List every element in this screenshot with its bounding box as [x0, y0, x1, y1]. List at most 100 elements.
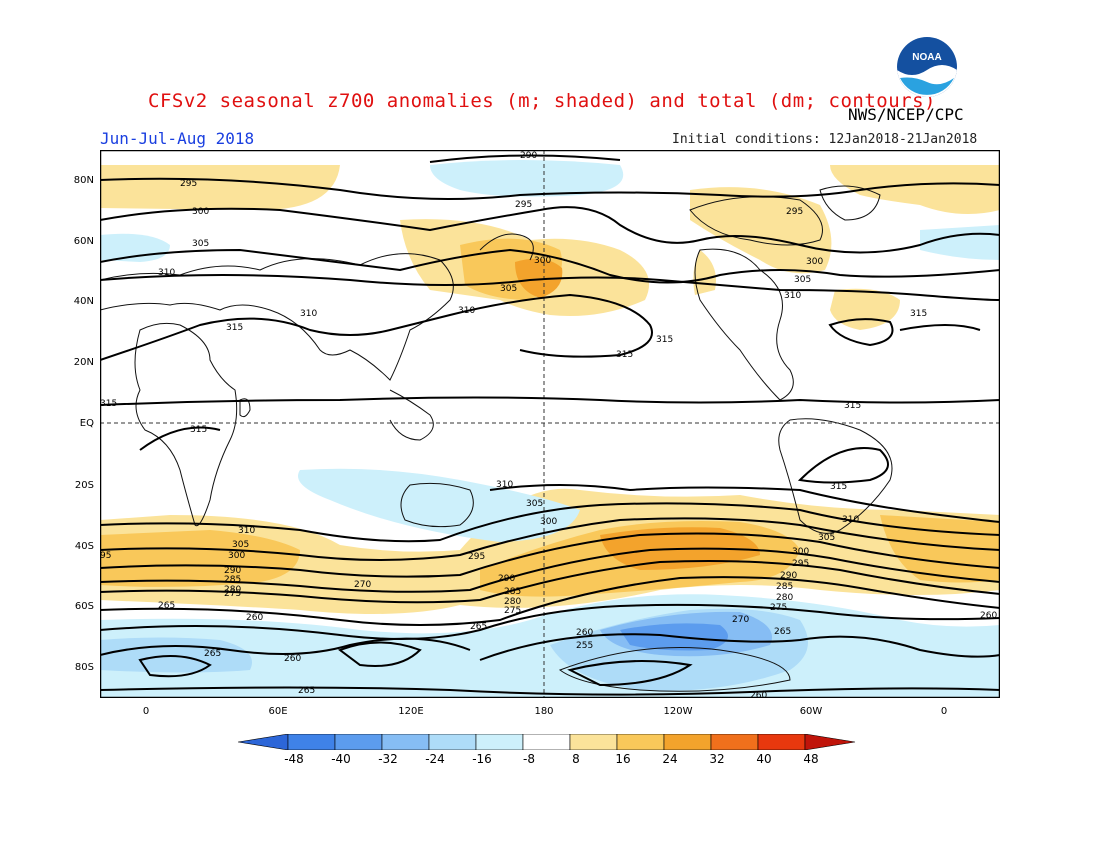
colorbar-tick: -40 — [331, 752, 351, 766]
contour-label: 305 — [192, 239, 209, 249]
contour-label: 260 — [750, 691, 767, 698]
contour-label: 310 — [158, 268, 175, 278]
contour-label: 305 — [526, 499, 543, 509]
contour-labels: 290 295 295 295 300 300 300 305 305 305 … — [100, 151, 997, 698]
contour-label: 290 — [498, 574, 515, 584]
contour-label: 300 — [792, 547, 809, 557]
colorbar-tick: -32 — [378, 752, 398, 766]
contour-label: 255 — [576, 641, 593, 651]
contour-label: 315 — [616, 350, 633, 360]
contour-label: 300 — [806, 257, 823, 267]
contour-label: 275 — [504, 606, 521, 616]
contour-label: 310 — [238, 526, 255, 536]
lat-label: 20S — [74, 480, 94, 491]
contour-label: 290 — [780, 571, 797, 581]
contour-label: 260 — [576, 628, 593, 638]
contour-label: 315 — [226, 323, 243, 333]
lat-label: 60S — [74, 601, 94, 612]
contour-label: 295 — [180, 179, 197, 189]
contour-label: 310 — [458, 306, 475, 316]
contour-label: 315 — [830, 482, 847, 492]
map-frame — [100, 150, 1000, 698]
contour-label: 265 — [774, 627, 791, 637]
contour-label: 270 — [732, 615, 749, 625]
anomaly-shading — [100, 160, 1000, 698]
lat-label: 80N — [73, 175, 94, 186]
contour-label: 295 — [515, 200, 532, 210]
lon-label: 0 — [142, 706, 150, 717]
colorbar-tick: 24 — [662, 752, 678, 766]
contour-label: 300 — [540, 517, 557, 527]
contour-label: 280 — [504, 597, 521, 607]
contour-label: 260 — [246, 613, 263, 623]
contour-label: 310 — [784, 291, 801, 301]
contour-label: 280 — [776, 593, 793, 603]
noaa-logo: NOAA — [897, 37, 957, 97]
contour-label: 280 — [224, 585, 241, 595]
lon-label: 0 — [940, 706, 948, 717]
contour-label: 310 — [842, 515, 859, 525]
contour-label: 300 — [534, 256, 551, 266]
height-contours — [100, 154, 1000, 696]
colorbar-cell — [616, 734, 665, 750]
contour-label: 305 — [818, 533, 835, 543]
colorbar-cell — [522, 734, 571, 750]
colorbar-tick: 8 — [572, 752, 580, 766]
lat-label: 20N — [73, 357, 94, 368]
colorbar-cell — [428, 734, 477, 750]
contour-label: 305 — [232, 540, 249, 550]
contour-label: 290 — [224, 566, 241, 576]
colorbar-cell — [381, 734, 430, 750]
contour-label: 260 — [980, 611, 997, 621]
contour-label: 315 — [100, 399, 117, 409]
contour-label: 275 — [770, 603, 787, 613]
colorbar-arrow-right — [804, 734, 856, 750]
lon-label: 60W — [799, 706, 823, 717]
colorbar — [238, 734, 856, 750]
lon-label: 180 — [534, 706, 554, 717]
logo-text: NOAA — [912, 52, 941, 63]
colorbar-cell — [710, 734, 759, 750]
colorbar-tick: 48 — [803, 752, 819, 766]
contour-label: 300 — [192, 207, 209, 217]
season-label: Jun-Jul-Aug 2018 — [100, 129, 255, 148]
contour-label: 285 — [504, 587, 521, 597]
lat-label: 60N — [73, 236, 94, 247]
contour-label: 95 — [100, 551, 111, 561]
contour-label: 310 — [496, 480, 513, 490]
contour-label: 260 — [284, 654, 301, 664]
contour-label: 310 — [300, 309, 317, 319]
contour-label: 285 — [776, 582, 793, 592]
colorbar-tick: 32 — [709, 752, 725, 766]
contour-label: 295 — [786, 207, 803, 217]
contour-label: 265 — [298, 686, 315, 696]
colorbar-tick: 16 — [615, 752, 631, 766]
colorbar-arrow-left — [238, 734, 289, 750]
anomaly-map: 290 295 295 295 300 300 300 305 305 305 … — [100, 150, 1000, 698]
contour-label: 300 — [228, 551, 245, 561]
contour-label: 305 — [500, 284, 517, 294]
lon-label: 60E — [268, 706, 288, 717]
contour-label: 290 — [520, 151, 537, 161]
map-title: CFSv2 seasonal z700 anomalies (m; shaded… — [148, 90, 936, 112]
contour-label: 315 — [844, 401, 861, 411]
colorbar-cells — [238, 734, 856, 750]
lat-label: 40S — [74, 541, 94, 552]
colorbar-tick: 40 — [756, 752, 772, 766]
contour-label: 265 — [158, 601, 175, 611]
contour-label: 285 — [224, 575, 241, 585]
colorbar-tick: -48 — [284, 752, 304, 766]
contour-label: 295 — [792, 559, 809, 569]
colorbar-cell — [663, 734, 712, 750]
contour-label: 265 — [204, 649, 221, 659]
colorbar-cell — [475, 734, 524, 750]
lon-label: 120W — [663, 706, 693, 717]
colorbar-cell — [334, 734, 383, 750]
agency-label: NWS/NCEP/CPC — [848, 105, 964, 124]
contour-label: 265 — [470, 622, 487, 632]
colorbar-cell — [757, 734, 806, 750]
contour-label: 315 — [190, 425, 207, 435]
lat-label: 80S — [74, 662, 94, 673]
lat-label: 40N — [73, 296, 94, 307]
colorbar-tick: -16 — [472, 752, 492, 766]
